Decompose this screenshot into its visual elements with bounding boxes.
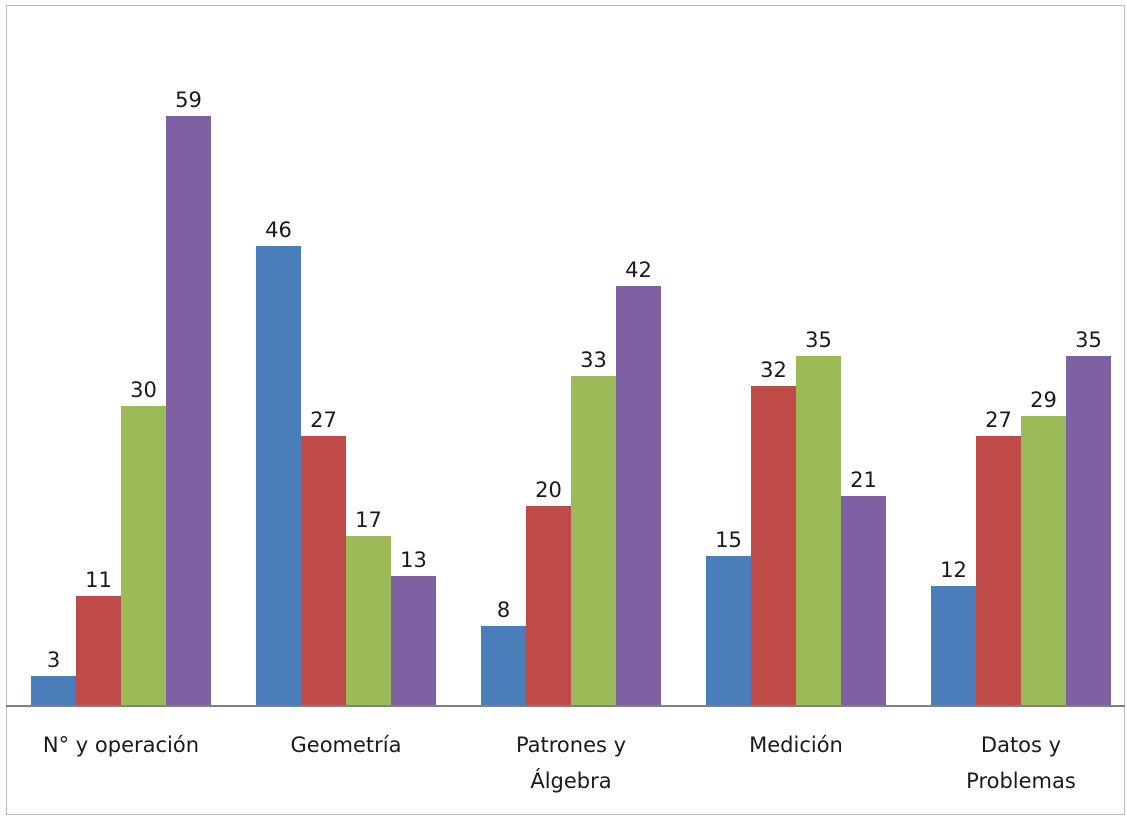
bar-4-series-3 [1066, 356, 1111, 706]
bar-3-series-1 [751, 386, 796, 706]
category-label-4-line-1: Problemas [966, 769, 1076, 793]
value-label-1-series-2: 17 [355, 508, 382, 532]
bar-1-series-0 [256, 246, 301, 706]
bars-group [31, 116, 1111, 706]
value-label-2-series-3: 42 [625, 258, 652, 282]
value-label-2-series-2: 33 [580, 348, 607, 372]
bar-2-series-3 [616, 286, 661, 706]
value-label-1-series-3: 13 [400, 548, 427, 572]
value-label-2-series-0: 8 [497, 598, 510, 622]
bar-2-series-2 [571, 376, 616, 706]
value-label-0-series-3: 59 [175, 88, 202, 112]
bar-2-series-0 [481, 626, 526, 706]
value-label-3-series-3: 21 [850, 468, 877, 492]
value-label-3-series-0: 15 [715, 528, 742, 552]
bar-3-series-3 [841, 496, 886, 706]
bar-0-series-3 [166, 116, 211, 706]
value-label-4-series-3: 35 [1075, 328, 1102, 352]
bar-1-series-2 [346, 536, 391, 706]
value-label-3-series-2: 35 [805, 328, 832, 352]
category-label-4: Datos y Problemas [966, 733, 1076, 793]
value-label-4-series-0: 12 [940, 558, 967, 582]
value-label-3-series-1: 32 [760, 358, 787, 382]
category-label-4-line-0: Datos y [981, 733, 1061, 757]
value-label-4-series-1: 27 [985, 408, 1012, 432]
value-label-0-series-0: 3 [47, 648, 60, 672]
bar-3-series-2 [796, 356, 841, 706]
bar-4-series-1 [976, 436, 1021, 706]
value-label-0-series-2: 30 [130, 378, 157, 402]
category-label-0-line-0: N° y operación [43, 733, 199, 757]
category-label-2-line-1: Álgebra [530, 768, 611, 793]
bar-0-series-0 [31, 676, 76, 706]
category-labels-group: N° y operación Geometría Patrones y Álgebra… [43, 733, 1076, 793]
value-label-2-series-1: 20 [535, 478, 562, 502]
category-label-3: Medición [749, 733, 843, 757]
value-labels-group: 3 11 30 59 46 27 17 13 8 20 33 42 15 32 35 21 12 27 29 35 [47, 88, 1102, 672]
category-label-3-line-0: Medición [749, 733, 843, 757]
bar-1-series-3 [391, 576, 436, 706]
bar-0-series-2 [121, 406, 166, 706]
category-label-1: Geometría [291, 733, 402, 757]
bar-4-series-0 [931, 586, 976, 706]
category-label-1-line-0: Geometría [291, 733, 402, 757]
category-label-0: N° y operación [43, 733, 199, 757]
category-label-2: Patrones y Álgebra [516, 733, 626, 793]
value-label-0-series-1: 11 [85, 568, 112, 592]
bar-1-series-1 [301, 436, 346, 706]
bar-3-series-0 [706, 556, 751, 706]
value-label-4-series-2: 29 [1030, 388, 1057, 412]
bar-4-series-2 [1021, 416, 1066, 706]
value-label-1-series-0: 46 [265, 218, 292, 242]
bar-0-series-1 [76, 596, 121, 706]
value-label-1-series-1: 27 [310, 408, 337, 432]
bar-2-series-1 [526, 506, 571, 706]
category-label-2-line-0: Patrones y [516, 733, 626, 757]
